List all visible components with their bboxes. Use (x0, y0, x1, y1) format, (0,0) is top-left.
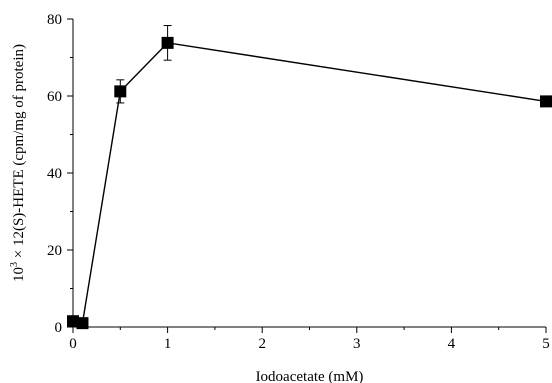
series-layer (67, 25, 552, 330)
x-tick-label: 5 (542, 336, 550, 352)
y-axis-title-prefix: 10 (11, 267, 27, 282)
y-tick-label: 20 (47, 243, 62, 259)
y-axis-title-sup: 3 (9, 262, 20, 267)
x-axis-title: Iodoacetate (mM) (256, 369, 364, 383)
series-line (72, 42, 547, 324)
y-tick-label: 80 (47, 12, 62, 28)
data-point (161, 36, 174, 49)
y-tick-label: 60 (47, 89, 62, 105)
x-tick-label: 0 (69, 336, 77, 352)
x-ticks: 0 1 2 3 4 5 (69, 327, 550, 352)
data-point (67, 315, 79, 328)
x-tick-label: 3 (353, 336, 361, 352)
y-axis-title: 103 × 12(S)-HETE (cpm/mg of protein) (9, 44, 27, 282)
y-tick-label: 0 (55, 320, 63, 336)
data-point (540, 95, 552, 108)
y-axis-title-rest: × 12(S)-HETE (cpm/mg of protein) (11, 44, 27, 262)
y-tick-label: 40 (47, 166, 62, 182)
x-tick-label: 2 (258, 336, 266, 352)
y-ticks: 0 20 40 60 80 (47, 12, 73, 336)
x-tick-label: 4 (448, 336, 456, 352)
data-point (76, 317, 89, 330)
data-point (114, 85, 127, 98)
x-tick-label: 1 (164, 336, 172, 352)
